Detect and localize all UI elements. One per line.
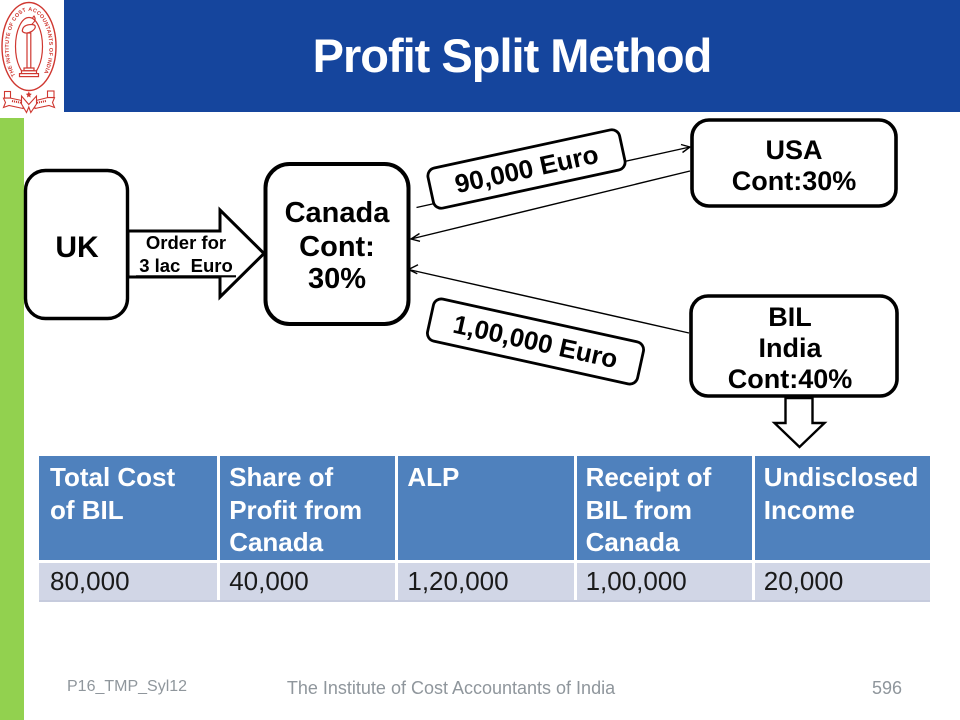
svg-text:Order for: Order for [146, 232, 226, 253]
svg-text:USA: USA [765, 135, 822, 165]
svg-text:Cont:40%: Cont:40% [728, 364, 853, 394]
svg-text:Canada: Canada [285, 197, 391, 229]
svg-text:3 lac Euro: 3 lac Euro [139, 255, 233, 276]
svg-text:Cont:: Cont: [299, 231, 375, 263]
svg-text:BIL: BIL [768, 302, 812, 332]
svg-text:Cont:30%: Cont:30% [732, 166, 857, 196]
svg-text:India: India [758, 333, 822, 363]
svg-text:30%: 30% [308, 263, 366, 295]
svg-text:UK: UK [55, 231, 99, 264]
